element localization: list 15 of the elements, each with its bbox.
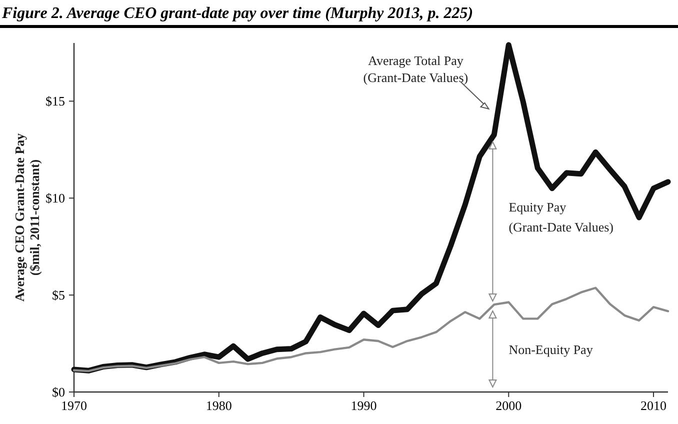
- y-tick-label: $0: [52, 384, 65, 400]
- x-tick-label: 2000: [496, 398, 522, 413]
- annotation: Average Total Pay (Grant-Date Values): [363, 52, 468, 85]
- x-tick-label: 2010: [640, 398, 667, 413]
- x-tick-label: 1970: [61, 398, 87, 413]
- x-tick-label: 1990: [350, 398, 377, 413]
- line-series: [72, 286, 670, 372]
- chart-title: Figure 2. Average CEO grant-date pay over time (Murphy 2013, p. 225): [1, 5, 474, 22]
- y-axis-title: Average CEO Grant-Date Pay ($mil, 2011-constant): [12, 132, 42, 302]
- y-tick-label: $15: [46, 94, 65, 109]
- y-tick-label: $5: [52, 288, 65, 303]
- annotation: Non-Equity Pay: [508, 342, 594, 357]
- y-tick-label: $10: [46, 190, 65, 206]
- annotation: Equity Pay (Grant-Date Values): [508, 199, 614, 234]
- x-tick-label: 1980: [206, 398, 232, 413]
